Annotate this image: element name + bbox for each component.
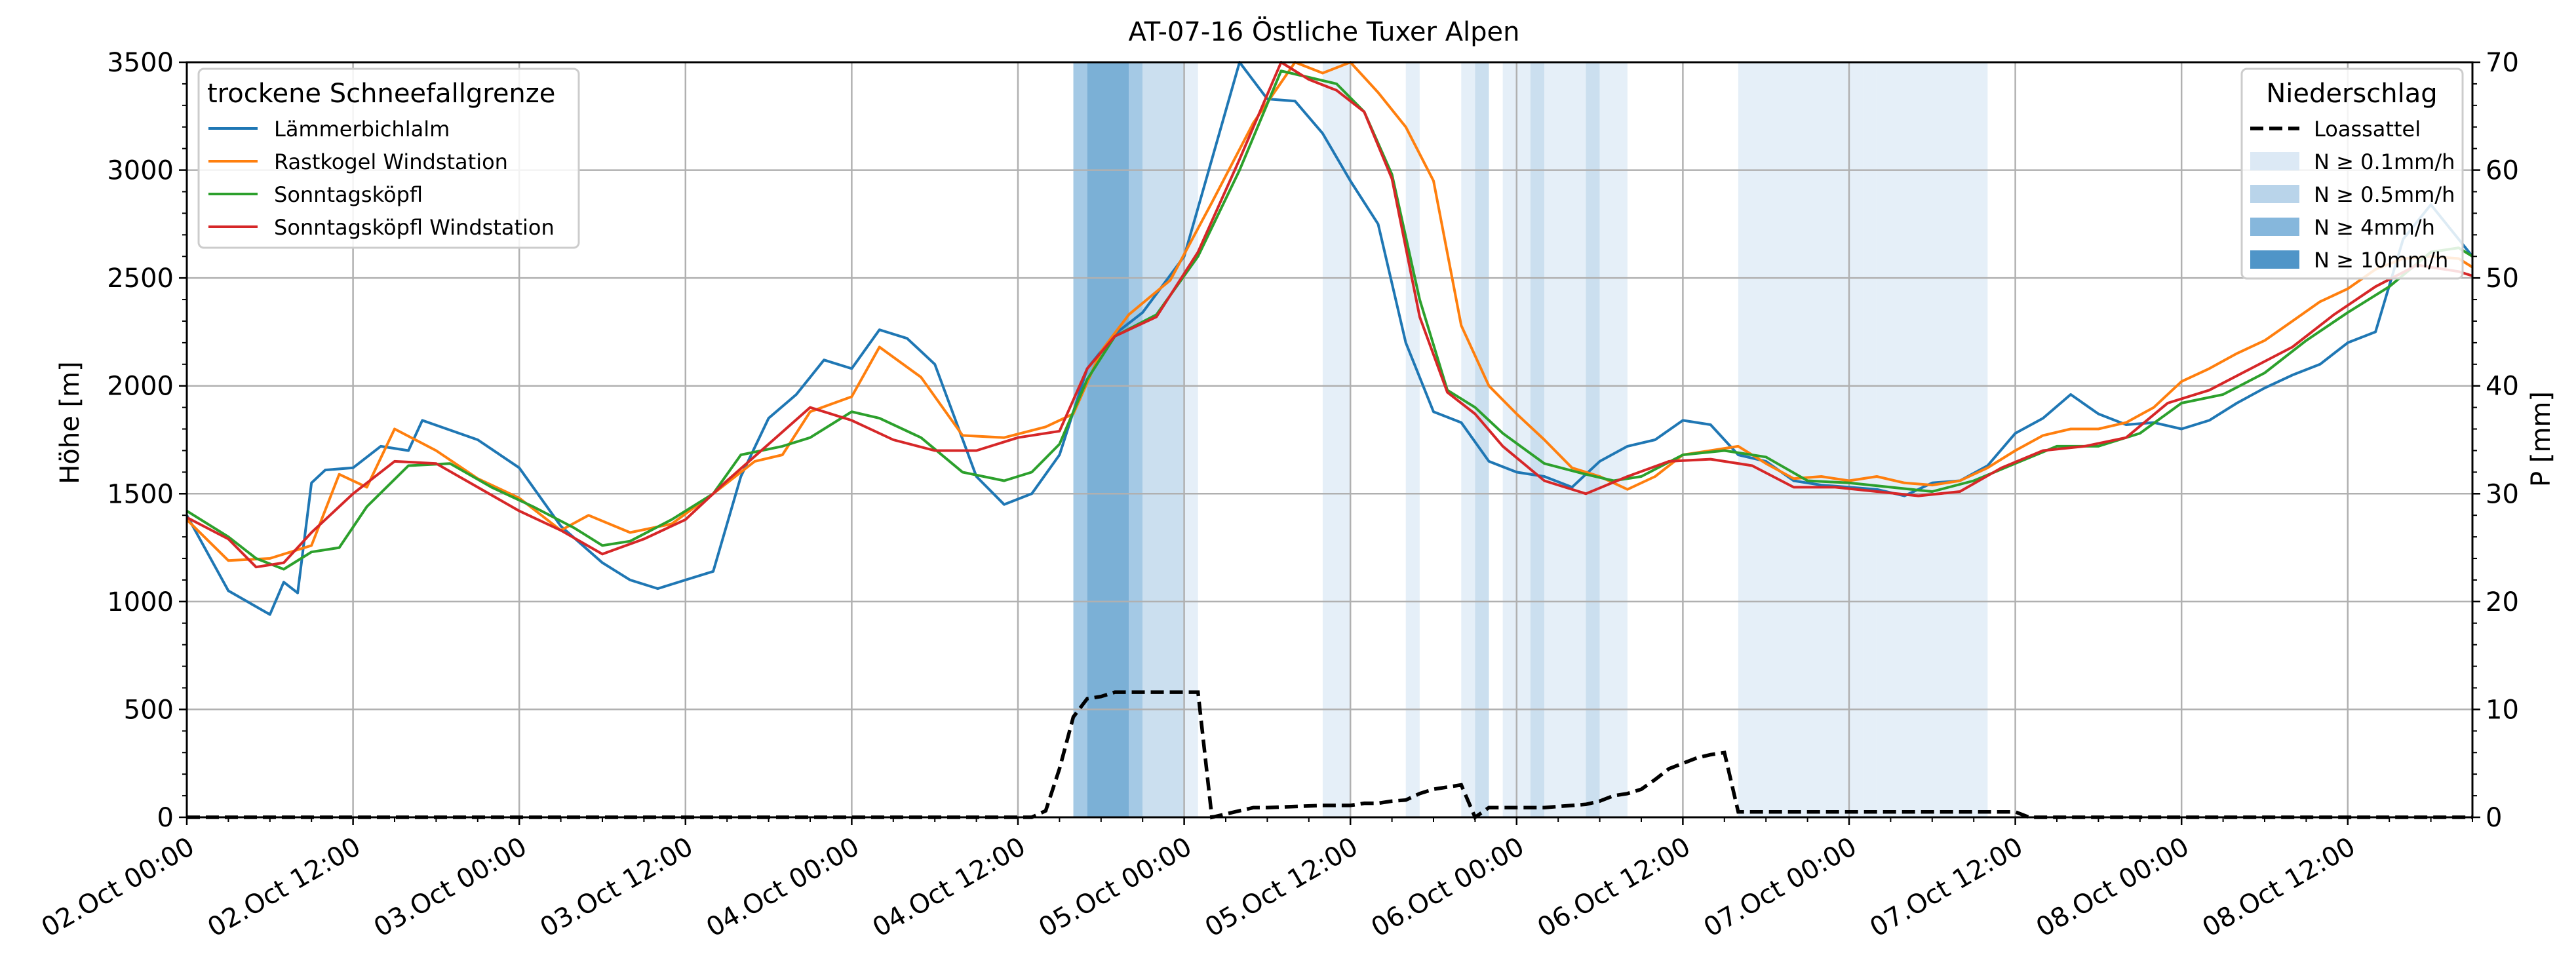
y-tick-label: 2000 xyxy=(107,372,174,402)
y2-tick-label: 0 xyxy=(2486,803,2502,833)
precip-band xyxy=(1877,62,1988,817)
y-tick-label: 3500 xyxy=(107,48,174,78)
y-tick-label: 500 xyxy=(124,695,174,725)
plot-frame xyxy=(185,61,2474,819)
x-tick-label: 05.Oct 12:00 xyxy=(1200,832,1363,943)
legend-swatch xyxy=(2250,152,2299,170)
legend-swatch xyxy=(2250,185,2299,203)
y2-tick-label: 20 xyxy=(2486,587,2519,617)
precip-band xyxy=(1544,62,1586,817)
precip-band xyxy=(1738,62,1780,817)
x-tick-label: 08.Oct 12:00 xyxy=(2197,832,2360,943)
legend-swatch xyxy=(2250,250,2299,269)
precip-band xyxy=(1405,62,1420,817)
y-tick-label: 3000 xyxy=(107,156,174,186)
legend-label: N ≥ 4mm/h xyxy=(2314,215,2435,240)
y-axis-label: Höhe [m] xyxy=(55,361,85,484)
legend-label: Sonntagsköpfl Windstation xyxy=(274,215,555,240)
precip-band xyxy=(1475,62,1489,817)
legend-precipitation: Niederschlag Loassattel N ≥ 0.1mm/h N ≥ 0.… xyxy=(2240,68,2464,280)
series-line-rastkogel-windstation xyxy=(185,61,2474,562)
y2-tick-label: 40 xyxy=(2486,372,2519,402)
x-tick-label: 02.Oct 00:00 xyxy=(37,832,200,943)
snowfall-series-lines xyxy=(185,61,2474,616)
y-tick-label: 2500 xyxy=(107,263,174,294)
legend-label: Sonntagsköpfl xyxy=(274,182,423,207)
x-tick-label: 02.Oct 12:00 xyxy=(203,832,366,943)
legend-title: trockene Schneefallgrenze xyxy=(207,79,555,109)
y-tick-label: 1000 xyxy=(107,587,174,617)
y2-tick-label: 50 xyxy=(2486,263,2519,294)
precipitation-line xyxy=(187,690,2472,821)
x-tick-label: 03.Oct 00:00 xyxy=(369,832,532,943)
precip-band xyxy=(1599,62,1628,817)
precipitation-bands xyxy=(1073,62,1988,817)
precip-band xyxy=(1073,62,1087,817)
legend-snowfall: trockene Schneefallgrenze Lämmerbichlalm… xyxy=(197,68,580,249)
x-tick-label: 07.Oct 00:00 xyxy=(1699,832,1862,943)
chart-title: AT-07-16 Östliche Tuxer Alpen xyxy=(1128,16,1519,47)
y2-tick-label: 10 xyxy=(2486,695,2519,725)
x-tick-label: 03.Oct 12:00 xyxy=(535,832,698,943)
legend-swatch xyxy=(2250,218,2299,236)
legend-label: Lämmerbichlalm xyxy=(274,117,450,142)
precip-line-loassattel xyxy=(187,690,2472,821)
x-tick-label: 04.Oct 12:00 xyxy=(868,832,1031,943)
precip-band xyxy=(1863,62,1877,817)
x-tick-label: 04.Oct 00:00 xyxy=(701,832,865,943)
y-tick-label: 1500 xyxy=(107,479,174,509)
legend-label: Rastkogel Windstation xyxy=(274,149,508,174)
series-line-sonntagsköpfl xyxy=(185,69,2474,571)
legend-label: N ≥ 0.5mm/h xyxy=(2314,182,2455,207)
x-tick-label: 08.Oct 00:00 xyxy=(2031,832,2195,943)
precip-band xyxy=(1184,62,1198,817)
y2-axis-label: P [mm] xyxy=(2526,391,2556,487)
y2-tick-label: 30 xyxy=(2486,479,2519,509)
y2-tick-label: 70 xyxy=(2486,48,2519,78)
precip-band xyxy=(1586,62,1600,817)
legend-box xyxy=(197,68,580,249)
legend-title: Niederschlag xyxy=(2266,79,2437,109)
precip-band xyxy=(1461,62,1475,817)
precip-band xyxy=(1780,62,1864,817)
x-tick-label: 05.Oct 00:00 xyxy=(1034,832,1197,943)
y-tick-label: 0 xyxy=(157,803,174,833)
precip-band xyxy=(1530,62,1545,817)
y2-tick-label: 60 xyxy=(2486,156,2519,186)
series-line-sonntagsköpfl-windstation xyxy=(186,61,2473,569)
x-tick-label: 07.Oct 12:00 xyxy=(1865,832,2028,943)
legend-label: N ≥ 10mm/h xyxy=(2314,248,2448,273)
precip-band xyxy=(1322,62,1351,817)
series-line-lämmerbichlalm xyxy=(185,61,2474,616)
precip-band xyxy=(1087,62,1129,817)
legend-label: Loassattel xyxy=(2314,117,2421,142)
legend-label: N ≥ 0.1mm/h xyxy=(2314,149,2455,174)
precip-band xyxy=(1129,62,1143,817)
precip-band xyxy=(1142,62,1184,817)
x-tick-label: 06.Oct 00:00 xyxy=(1366,832,1529,943)
x-tick-label: 06.Oct 12:00 xyxy=(1532,832,1696,943)
